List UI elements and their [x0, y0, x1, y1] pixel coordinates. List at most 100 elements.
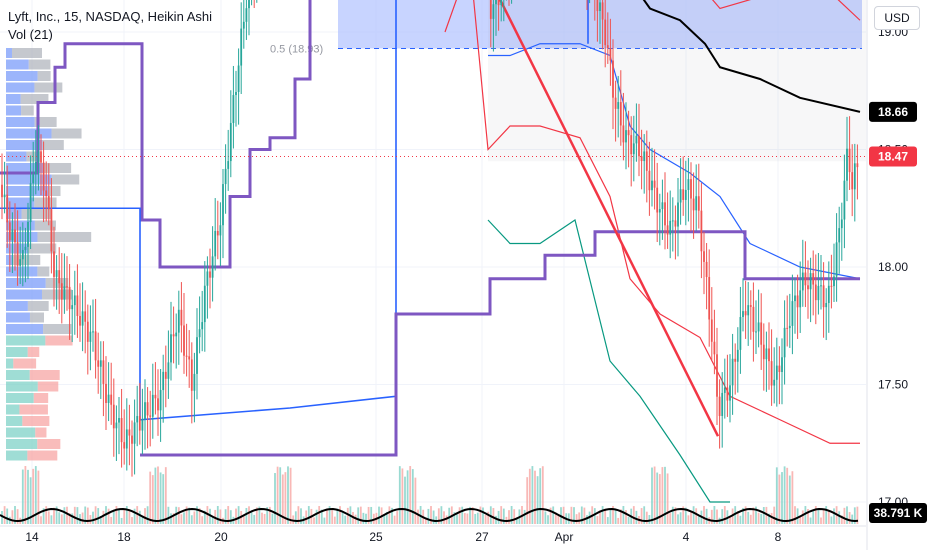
- volume-bar: [484, 514, 487, 524]
- volume-bar: [417, 509, 419, 524]
- volume-bar: [827, 510, 830, 524]
- candle-up: [643, 151, 646, 162]
- y-tick-label: 17.50: [878, 378, 908, 392]
- candle-down: [708, 277, 711, 320]
- candle-down: [157, 398, 159, 411]
- candle-down: [14, 229, 16, 243]
- volume-profile-up: [6, 416, 23, 426]
- candle-down: [8, 222, 11, 241]
- candle-down: [716, 354, 718, 397]
- volume-profile-down: [51, 174, 80, 185]
- candle-down: [604, 19, 607, 46]
- volume-bar: [271, 513, 274, 524]
- candle-up: [729, 385, 731, 401]
- candle-down: [638, 135, 640, 157]
- volume-bar: [682, 506, 685, 524]
- currency-button[interactable]: USD: [874, 6, 920, 30]
- volume-bar: [791, 471, 794, 524]
- candle-up: [21, 250, 24, 260]
- volume-profile-up: [6, 404, 20, 415]
- volume-bar: [760, 513, 763, 524]
- volume-bar: [362, 512, 365, 524]
- candle-down: [734, 358, 737, 362]
- candle-down: [164, 371, 167, 379]
- candle-up: [801, 272, 804, 291]
- volume-bar: [16, 509, 19, 524]
- volume-bar: [643, 506, 646, 524]
- candle-up: [136, 416, 139, 423]
- volume-bar: [606, 517, 609, 524]
- chart-legend: Lyft, Inc., 15, NASDAQ, Heikin Ashi Vol …: [8, 8, 212, 44]
- volume-bar: [768, 513, 770, 524]
- volume-bars: [0, 466, 859, 524]
- candle-up: [248, 0, 250, 9]
- volume-bar: [383, 514, 386, 524]
- volume-bar: [448, 507, 451, 524]
- volume-bar: [778, 474, 781, 524]
- volume-bar: [131, 517, 133, 524]
- x-tick-label: 4: [683, 530, 690, 544]
- volume-bar: [690, 511, 692, 524]
- volume-bar: [851, 514, 854, 524]
- volume-profile-down: [43, 163, 72, 173]
- candle-up: [107, 394, 110, 403]
- volume-bar: [409, 466, 412, 524]
- volume-bar: [458, 507, 461, 524]
- volume-profile-down: [27, 450, 58, 461]
- candle-down: [40, 151, 42, 163]
- volume-bar: [513, 509, 516, 524]
- candle-up: [495, 0, 497, 5]
- candle-down: [705, 261, 708, 278]
- volume-bar: [339, 506, 341, 524]
- candle-up: [799, 290, 802, 308]
- volume-bar: [424, 517, 427, 524]
- volume-profile-down: [20, 94, 49, 104]
- volume-bar: [406, 470, 409, 524]
- x-tick-label: 14: [25, 530, 39, 544]
- candle-down: [770, 361, 773, 386]
- volume-bar: [622, 506, 625, 524]
- volume-bar: [167, 506, 170, 524]
- candle-down: [154, 394, 157, 399]
- volume-bar: [495, 515, 497, 524]
- volume-bar: [479, 506, 482, 524]
- volume-bar: [177, 507, 180, 524]
- candle-up: [791, 301, 794, 326]
- volume-bar: [765, 506, 768, 524]
- candle-down: [848, 148, 851, 173]
- volume-bar: [653, 466, 656, 524]
- volume-bar: [487, 511, 490, 524]
- candle-up: [29, 183, 32, 223]
- candle-down: [128, 429, 131, 436]
- candle-down: [68, 286, 71, 310]
- volume-bar: [411, 469, 414, 524]
- volume-bar: [183, 512, 185, 524]
- candle-down: [53, 251, 55, 277]
- volume-bar: [326, 509, 328, 524]
- volume-bar: [822, 509, 825, 524]
- volume-bar: [188, 507, 191, 524]
- candle-up: [242, 21, 245, 29]
- candle-up: [196, 337, 198, 374]
- candle-up: [661, 202, 664, 210]
- volume-bar: [692, 506, 695, 524]
- candle-up: [853, 163, 856, 190]
- volume-bar: [557, 514, 560, 524]
- candle-down: [778, 365, 781, 373]
- volume-bar: [268, 506, 271, 524]
- volume-bar: [677, 514, 679, 524]
- volume-bar: [388, 506, 391, 524]
- volume-bar: [552, 506, 555, 524]
- candle-up: [167, 362, 170, 379]
- candle-up: [11, 229, 14, 241]
- candle-down: [50, 209, 53, 252]
- volume-bar: [729, 516, 731, 524]
- volume-bar: [770, 512, 773, 524]
- volume-profile-down: [29, 370, 60, 380]
- candle-down: [1, 184, 3, 198]
- ma-value-tag: 18.66: [878, 105, 908, 119]
- volume-bar: [788, 475, 791, 524]
- volume-bar: [94, 506, 97, 524]
- candle-up: [118, 418, 120, 423]
